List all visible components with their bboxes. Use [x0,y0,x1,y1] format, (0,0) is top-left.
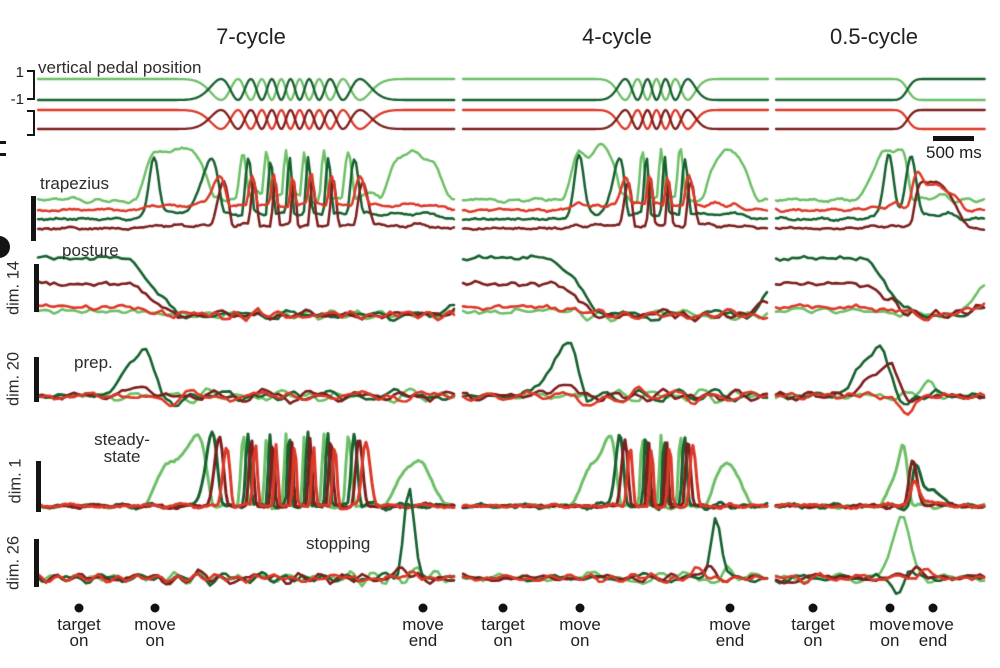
event-dot-move-on [575,603,585,613]
event-dot-target-on [74,603,84,613]
time-scale-label: 500 ms [926,143,982,162]
event-dot-target-on [498,603,508,613]
event-label-move-end: move end [912,615,954,650]
event-dot-move-on [150,603,160,613]
event-label-move-end: move end [402,615,444,650]
stopping-scale-bar [34,539,39,587]
event-label-target-on: target on [481,615,525,650]
steady-state-label-line1: steady- [94,430,150,449]
column-title-4cycle: 4-cycle [582,24,652,49]
event-dot-move-end [928,603,938,613]
trapezius-scale-bar [31,196,36,241]
event-label-move-on: move on [869,615,911,650]
prep-scale-bar [34,357,39,402]
cropped-panel-letter-fragment [0,153,6,156]
cropped-panel-letter-fragment [0,236,10,258]
prep-label: prep. [74,353,113,372]
event-label-move-end: move end [709,615,751,650]
stopping-label: stopping [306,534,371,553]
posture-label: posture [62,241,119,260]
cropped-panel-letter-fragment [0,141,6,144]
dim-1-axis-label: dim. 1 [6,458,25,504]
posture-scale-bar [34,264,39,312]
column-title-7cycle: 7-cycle [216,24,286,49]
column-title-0_5cycle: 0.5-cycle [829,24,919,49]
pedal-position-label: vertical pedal position [38,58,202,77]
trapezius-label: trapezius [40,174,109,193]
pedal-red-axis-bracket [27,110,35,136]
dim-14-axis-label: dim. 14 [4,260,23,316]
ytick-plus1: 1 [15,64,24,81]
steady-scale-bar [36,461,41,512]
event-label-move-on: move on [134,615,176,650]
dim-20-axis-label: dim. 20 [4,351,23,407]
event-dot-move-on [885,603,895,613]
pedal-green-axis-bracket [27,70,35,100]
event-dot-move-end [725,603,735,613]
event-dot-target-on [808,603,818,613]
event-label-move-on: move on [559,615,601,650]
event-dot-move-end [418,603,428,613]
steady-state-label-line2: state [103,447,141,466]
dim-26-axis-label: dim. 26 [4,535,23,591]
event-label-target-on: target on [791,615,835,650]
ytick-minus1: -1 [10,91,24,108]
steady-state-label: steady-state [82,431,162,465]
event-label-target-on: target on [57,615,101,650]
time-scale-bar [933,136,974,141]
